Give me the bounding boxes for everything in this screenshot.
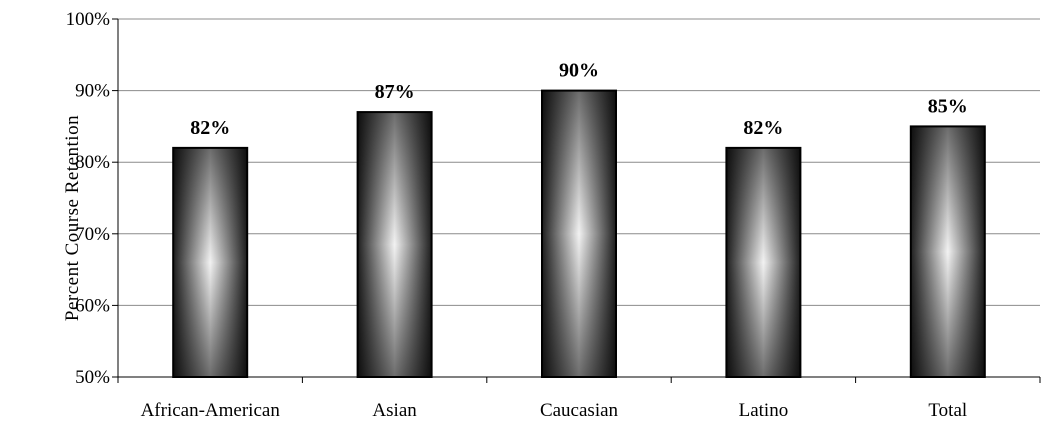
bar-shade [542,91,616,377]
data-label: 87% [375,81,415,103]
data-label: 90% [559,60,599,82]
x-tick-label: Latino [739,400,789,421]
bar-shade [911,126,985,377]
data-label: 82% [743,117,783,139]
bar [173,148,247,377]
bar-shade [726,148,800,377]
data-label: 82% [190,117,230,139]
bar [542,91,616,377]
y-tick-label: 90% [75,81,110,102]
y-tick-label: 50% [75,367,110,388]
bar [726,148,800,377]
x-tick-label: Total [928,400,967,421]
x-tick-label: African-American [141,400,281,421]
y-tick-label: 100% [66,9,111,30]
bar [358,112,432,377]
x-tick-label: Caucasian [540,400,619,421]
bar-shade [173,148,247,377]
bar-shade [358,112,432,377]
y-axis-title: Percent Course Retention [62,115,83,321]
bar [911,126,985,377]
x-tick-label: Asian [372,400,417,421]
data-label: 85% [928,95,968,117]
